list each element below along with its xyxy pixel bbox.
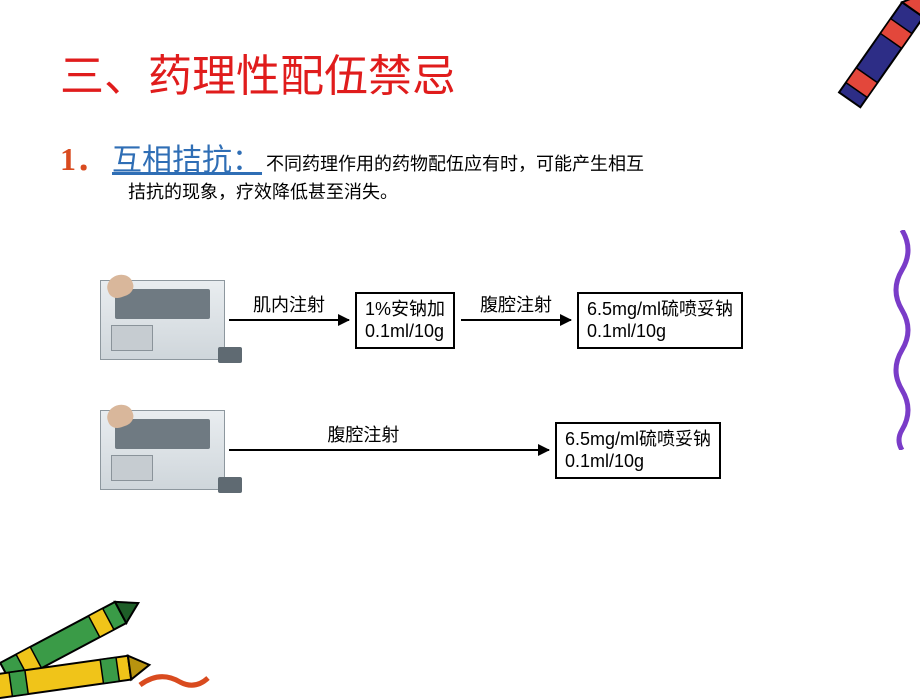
slide-title: 三、药理性配伍禁忌 (60, 40, 456, 104)
arrow-1a-label: 肌内注射 (253, 291, 325, 317)
crayons-bottom-left-icon (0, 560, 210, 700)
description-line2: 拮抗的现象，疗效降低甚至消失。 (128, 178, 398, 204)
arrow-1b: 腹腔注射 (461, 319, 571, 321)
crayon-top-right-icon (820, 0, 920, 180)
dose-box-1a-line2: 0.1ml/10g (365, 320, 445, 343)
arrow-1b-label: 腹腔注射 (480, 291, 552, 317)
device-image-1 (100, 280, 225, 360)
subtitle-number: 1． (60, 141, 108, 177)
dose-box-1a-line1: 1%安钠加 (365, 298, 445, 321)
device-hand-icon (104, 271, 136, 301)
flow-row-1: 肌内注射 1%安钠加 0.1ml/10g 腹腔注射 6.5mg/ml硫喷妥钠 0… (100, 280, 743, 360)
device-image-2 (100, 410, 225, 490)
arrow-1a: 肌内注射 (229, 319, 349, 321)
subtitle-label: 互相拮抗： (112, 144, 262, 177)
dose-box-2: 6.5mg/ml硫喷妥钠 0.1ml/10g (555, 422, 721, 479)
arrow-2: 腹腔注射 (229, 449, 549, 451)
device-foot-icon (218, 347, 242, 363)
dose-box-1a: 1%安钠加 0.1ml/10g (355, 292, 455, 349)
device-foot-icon (218, 477, 242, 493)
dose-box-1b: 6.5mg/ml硫喷妥钠 0.1ml/10g (577, 292, 743, 349)
arrow-2-label: 腹腔注射 (327, 421, 399, 447)
dose-box-2-line2: 0.1ml/10g (565, 450, 711, 473)
squiggle-icon (890, 230, 914, 450)
device-hand-icon (104, 401, 136, 431)
dose-box-1b-line1: 6.5mg/ml硫喷妥钠 (587, 298, 733, 321)
dose-box-2-line1: 6.5mg/ml硫喷妥钠 (565, 428, 711, 451)
dose-box-1b-line2: 0.1ml/10g (587, 320, 733, 343)
flow-row-2: 腹腔注射 6.5mg/ml硫喷妥钠 0.1ml/10g (100, 410, 721, 490)
description-line1: 不同药理作用的药物配伍应有时，可能产生相互 (266, 154, 644, 174)
